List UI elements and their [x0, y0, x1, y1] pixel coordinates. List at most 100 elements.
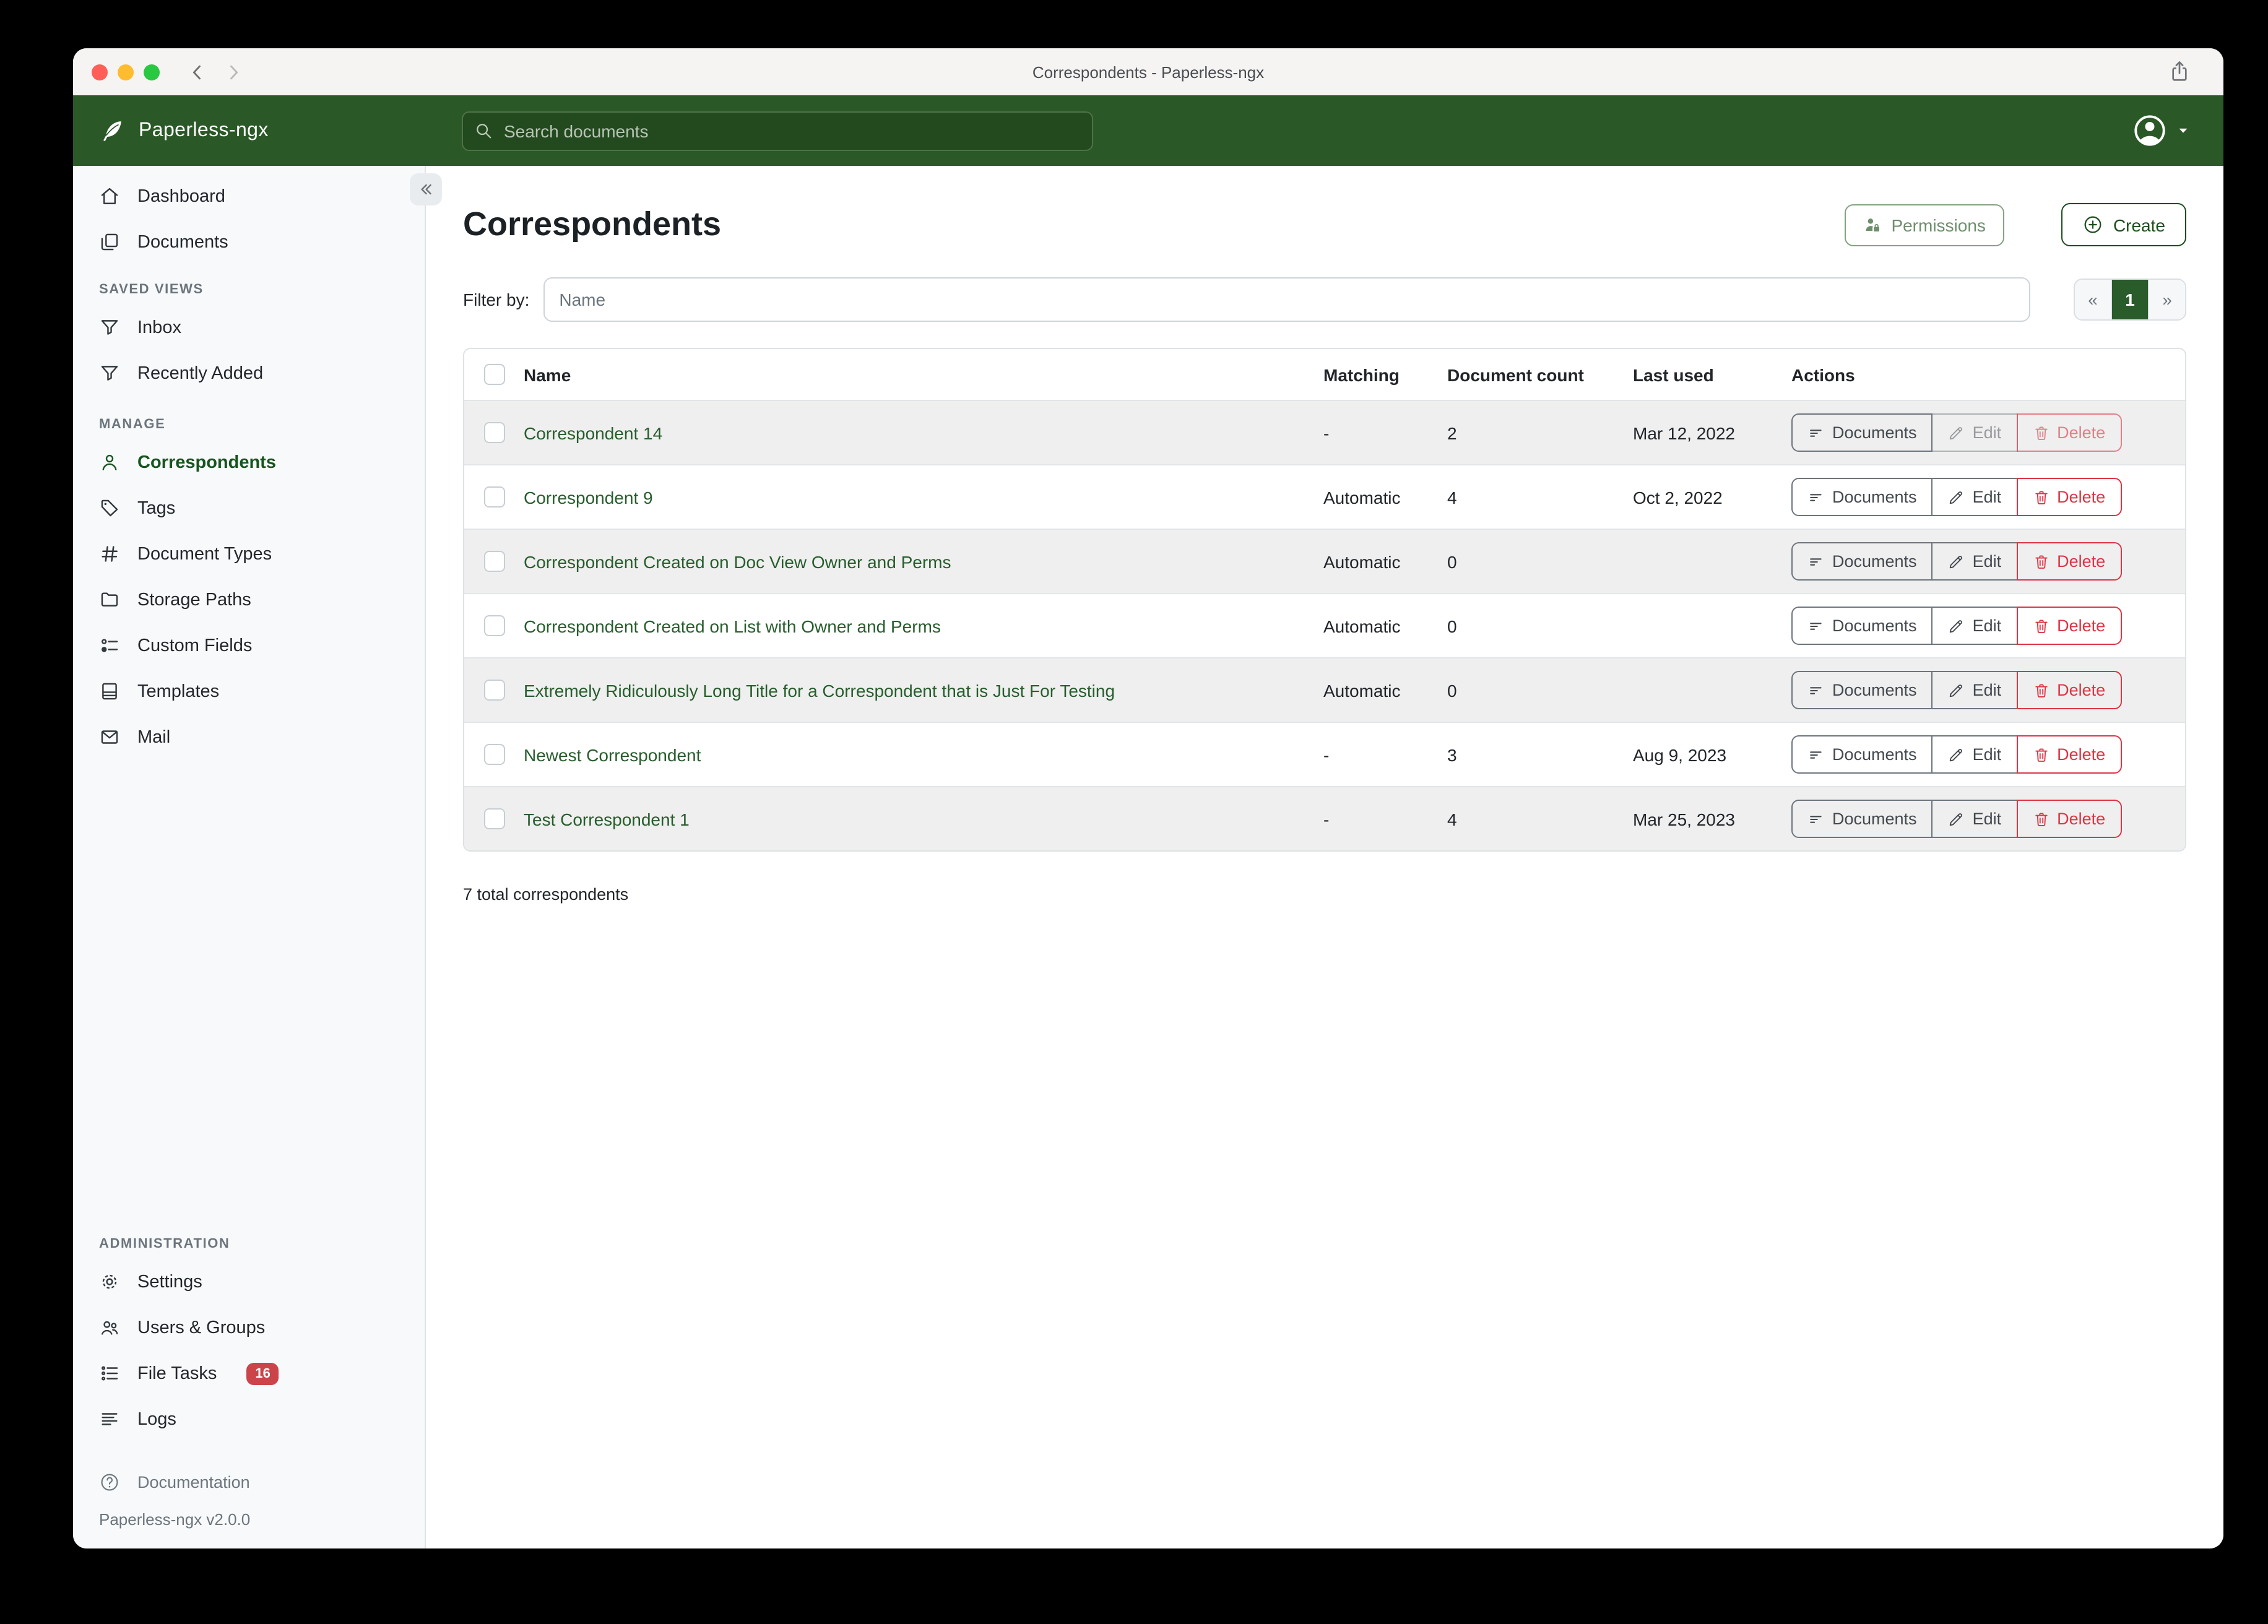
app-navbar: Paperless-ngx — [73, 95, 2223, 166]
sidebar-collapse-button[interactable] — [410, 173, 442, 205]
sidebar-item-document-types[interactable]: Document Types — [73, 531, 425, 577]
avatar-icon — [2132, 113, 2168, 149]
sidebar-item-documents[interactable]: Documents — [73, 219, 425, 265]
documents-button[interactable]: Documents — [1791, 413, 1933, 452]
sidebar-item-recently-added[interactable]: Recently Added — [73, 350, 425, 396]
column-header-matching[interactable]: Matching — [1323, 365, 1400, 384]
column-header-document-count[interactable]: Document count — [1447, 365, 1584, 384]
correspondent-name-link[interactable]: Extremely Ridiculously Long Title for a … — [524, 680, 1115, 700]
edit-button[interactable]: Edit — [1931, 671, 2018, 709]
row-checkbox[interactable] — [483, 615, 504, 636]
delete-button[interactable]: Delete — [2016, 800, 2122, 838]
sidebar-item-mail[interactable]: Mail — [73, 714, 425, 760]
row-checkbox[interactable] — [483, 808, 504, 829]
select-all-checkbox[interactable] — [483, 364, 504, 385]
sidebar-item-settings[interactable]: Settings — [73, 1259, 425, 1305]
custom-fields-icon — [99, 635, 120, 656]
sidebar-item-inbox[interactable]: Inbox — [73, 304, 425, 350]
documents-button[interactable]: Documents — [1791, 735, 1933, 774]
sidebar-item-label: Logs — [137, 1409, 176, 1429]
table-row: Correspondent 14 - 2 Mar 12, 2022 Docume… — [464, 400, 2185, 464]
close-window-button[interactable] — [92, 64, 108, 80]
delete-button[interactable]: Delete — [2016, 478, 2122, 516]
sidebar-spacer — [73, 760, 425, 1216]
permissions-button[interactable]: Permissions — [1844, 204, 2004, 246]
sidebar-item-custom-fields[interactable]: Custom Fields — [73, 623, 425, 668]
mail-icon — [99, 727, 120, 748]
documents-button[interactable]: Documents — [1791, 478, 1933, 516]
sidebar-item-dashboard[interactable]: Dashboard — [73, 173, 425, 219]
column-header-last-used[interactable]: Last used — [1633, 365, 1714, 384]
edit-button[interactable]: Edit — [1931, 607, 2018, 645]
sidebar-item-storage-paths[interactable]: Storage Paths — [73, 577, 425, 623]
minimize-window-button[interactable] — [118, 64, 134, 80]
pagination-next-button[interactable]: » — [2149, 280, 2185, 319]
documents-button[interactable]: Documents — [1791, 671, 1933, 709]
row-checkbox[interactable] — [483, 486, 504, 508]
correspondent-name-link[interactable]: Correspondent 14 — [524, 423, 663, 443]
delete-button[interactable]: Delete — [2016, 607, 2122, 645]
edit-button[interactable]: Edit — [1931, 478, 2018, 516]
last-used-value: Mar 12, 2022 — [1633, 423, 1735, 443]
pagination: « 1 » — [2074, 279, 2186, 321]
edit-button[interactable]: Edit — [1931, 413, 2018, 452]
share-icon[interactable] — [2168, 59, 2191, 83]
pencil-icon — [1948, 617, 1965, 634]
sidebar-item-label: Correspondents — [137, 452, 276, 472]
sidebar-item-file-tasks[interactable]: File Tasks 16 — [73, 1350, 425, 1396]
correspondent-name-link[interactable]: Correspondent 9 — [524, 487, 653, 507]
documents-button[interactable]: Documents — [1791, 542, 1933, 581]
correspondent-name-link[interactable]: Newest Correspondent — [524, 745, 701, 764]
sidebar-item-documentation[interactable]: Documentation — [73, 1459, 425, 1505]
correspondent-name-link[interactable]: Correspondent Created on Doc View Owner … — [524, 551, 951, 571]
matching-value: Automatic — [1323, 551, 1401, 571]
row-checkbox[interactable] — [483, 422, 504, 443]
brand[interactable]: Paperless-ngx — [73, 118, 426, 144]
user-menu[interactable] — [2132, 113, 2190, 149]
row-checkbox[interactable] — [483, 680, 504, 701]
sidebar-item-users-groups[interactable]: Users & Groups — [73, 1305, 425, 1350]
funnel-icon — [99, 363, 120, 384]
table-row: Correspondent Created on Doc View Owner … — [464, 529, 2185, 593]
administration-header: ADMINISTRATION — [99, 1237, 230, 1251]
correspondent-name-link[interactable]: Correspondent Created on List with Owner… — [524, 616, 941, 636]
column-header-name[interactable]: Name — [524, 365, 571, 384]
row-checkbox[interactable] — [483, 551, 504, 572]
search-icon — [474, 121, 493, 139]
documents-button[interactable]: Documents — [1791, 607, 1933, 645]
edit-button[interactable]: Edit — [1931, 542, 2018, 581]
sidebar-item-label: Settings — [137, 1272, 202, 1292]
plus-circle-icon — [2082, 214, 2103, 235]
filter-name-input[interactable] — [543, 277, 2030, 322]
matching-value: Automatic — [1323, 616, 1401, 636]
documents-icon — [99, 231, 120, 253]
sidebar-item-correspondents[interactable]: Correspondents — [73, 439, 425, 485]
edit-button[interactable]: Edit — [1931, 735, 2018, 774]
delete-button[interactable]: Delete — [2016, 735, 2122, 774]
correspondent-name-link[interactable]: Test Correspondent 1 — [524, 809, 690, 829]
page-title: Correspondents — [463, 205, 722, 243]
documents-button[interactable]: Documents — [1791, 800, 1933, 838]
search-input[interactable] — [462, 111, 1093, 150]
sidebar-item-logs[interactable]: Logs — [73, 1396, 425, 1442]
matching-value: - — [1323, 809, 1330, 829]
sidebar-item-tags[interactable]: Tags — [73, 485, 425, 531]
pencil-icon — [1948, 746, 1965, 763]
edit-button[interactable]: Edit — [1931, 800, 2018, 838]
delete-button[interactable]: Delete — [2016, 413, 2122, 452]
row-checkbox[interactable] — [483, 744, 504, 765]
sidebar-item-label: File Tasks — [137, 1363, 217, 1383]
filter-left-icon — [1807, 681, 1825, 699]
filter-by-label: Filter by: — [463, 290, 530, 309]
create-button[interactable]: Create — [2061, 203, 2186, 246]
sidebar-item-templates[interactable]: Templates — [73, 668, 425, 714]
zoom-window-button[interactable] — [144, 64, 160, 80]
filter-left-icon — [1807, 617, 1825, 634]
pagination-prev-button[interactable]: « — [2075, 280, 2111, 319]
delete-button[interactable]: Delete — [2016, 542, 2122, 581]
table-row: Correspondent 9 Automatic 4 Oct 2, 2022 … — [464, 464, 2185, 529]
delete-button[interactable]: Delete — [2016, 671, 2122, 709]
correspondents-table: Name Matching Document count Last used A… — [463, 348, 2186, 852]
pagination-page-1[interactable]: 1 — [2111, 280, 2149, 319]
filter-left-icon — [1807, 424, 1825, 441]
